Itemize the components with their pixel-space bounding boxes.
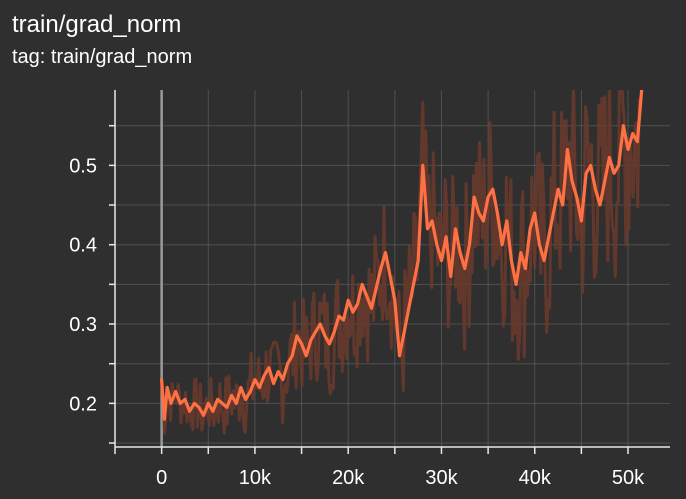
x-tick-label: 20k [332, 467, 365, 489]
x-tick-label: 30k [425, 467, 458, 489]
y-tick-label: 0.3 [69, 314, 97, 336]
x-tick-label: 0 [156, 467, 167, 489]
chart-title: train/grad_norm [12, 11, 182, 38]
x-tick-label: 50k [612, 467, 645, 489]
y-tick-label: 0.4 [69, 235, 97, 257]
smoothed-series-line [160, 90, 644, 421]
y-tick-label: 0.5 [69, 155, 97, 177]
raw-series-line [160, 90, 641, 435]
x-tick-label: 10k [239, 467, 272, 489]
x-tick-label: 40k [519, 467, 552, 489]
y-tick-label: 0.2 [69, 393, 97, 415]
chart-subtitle: tag: train/grad_norm [12, 46, 193, 68]
